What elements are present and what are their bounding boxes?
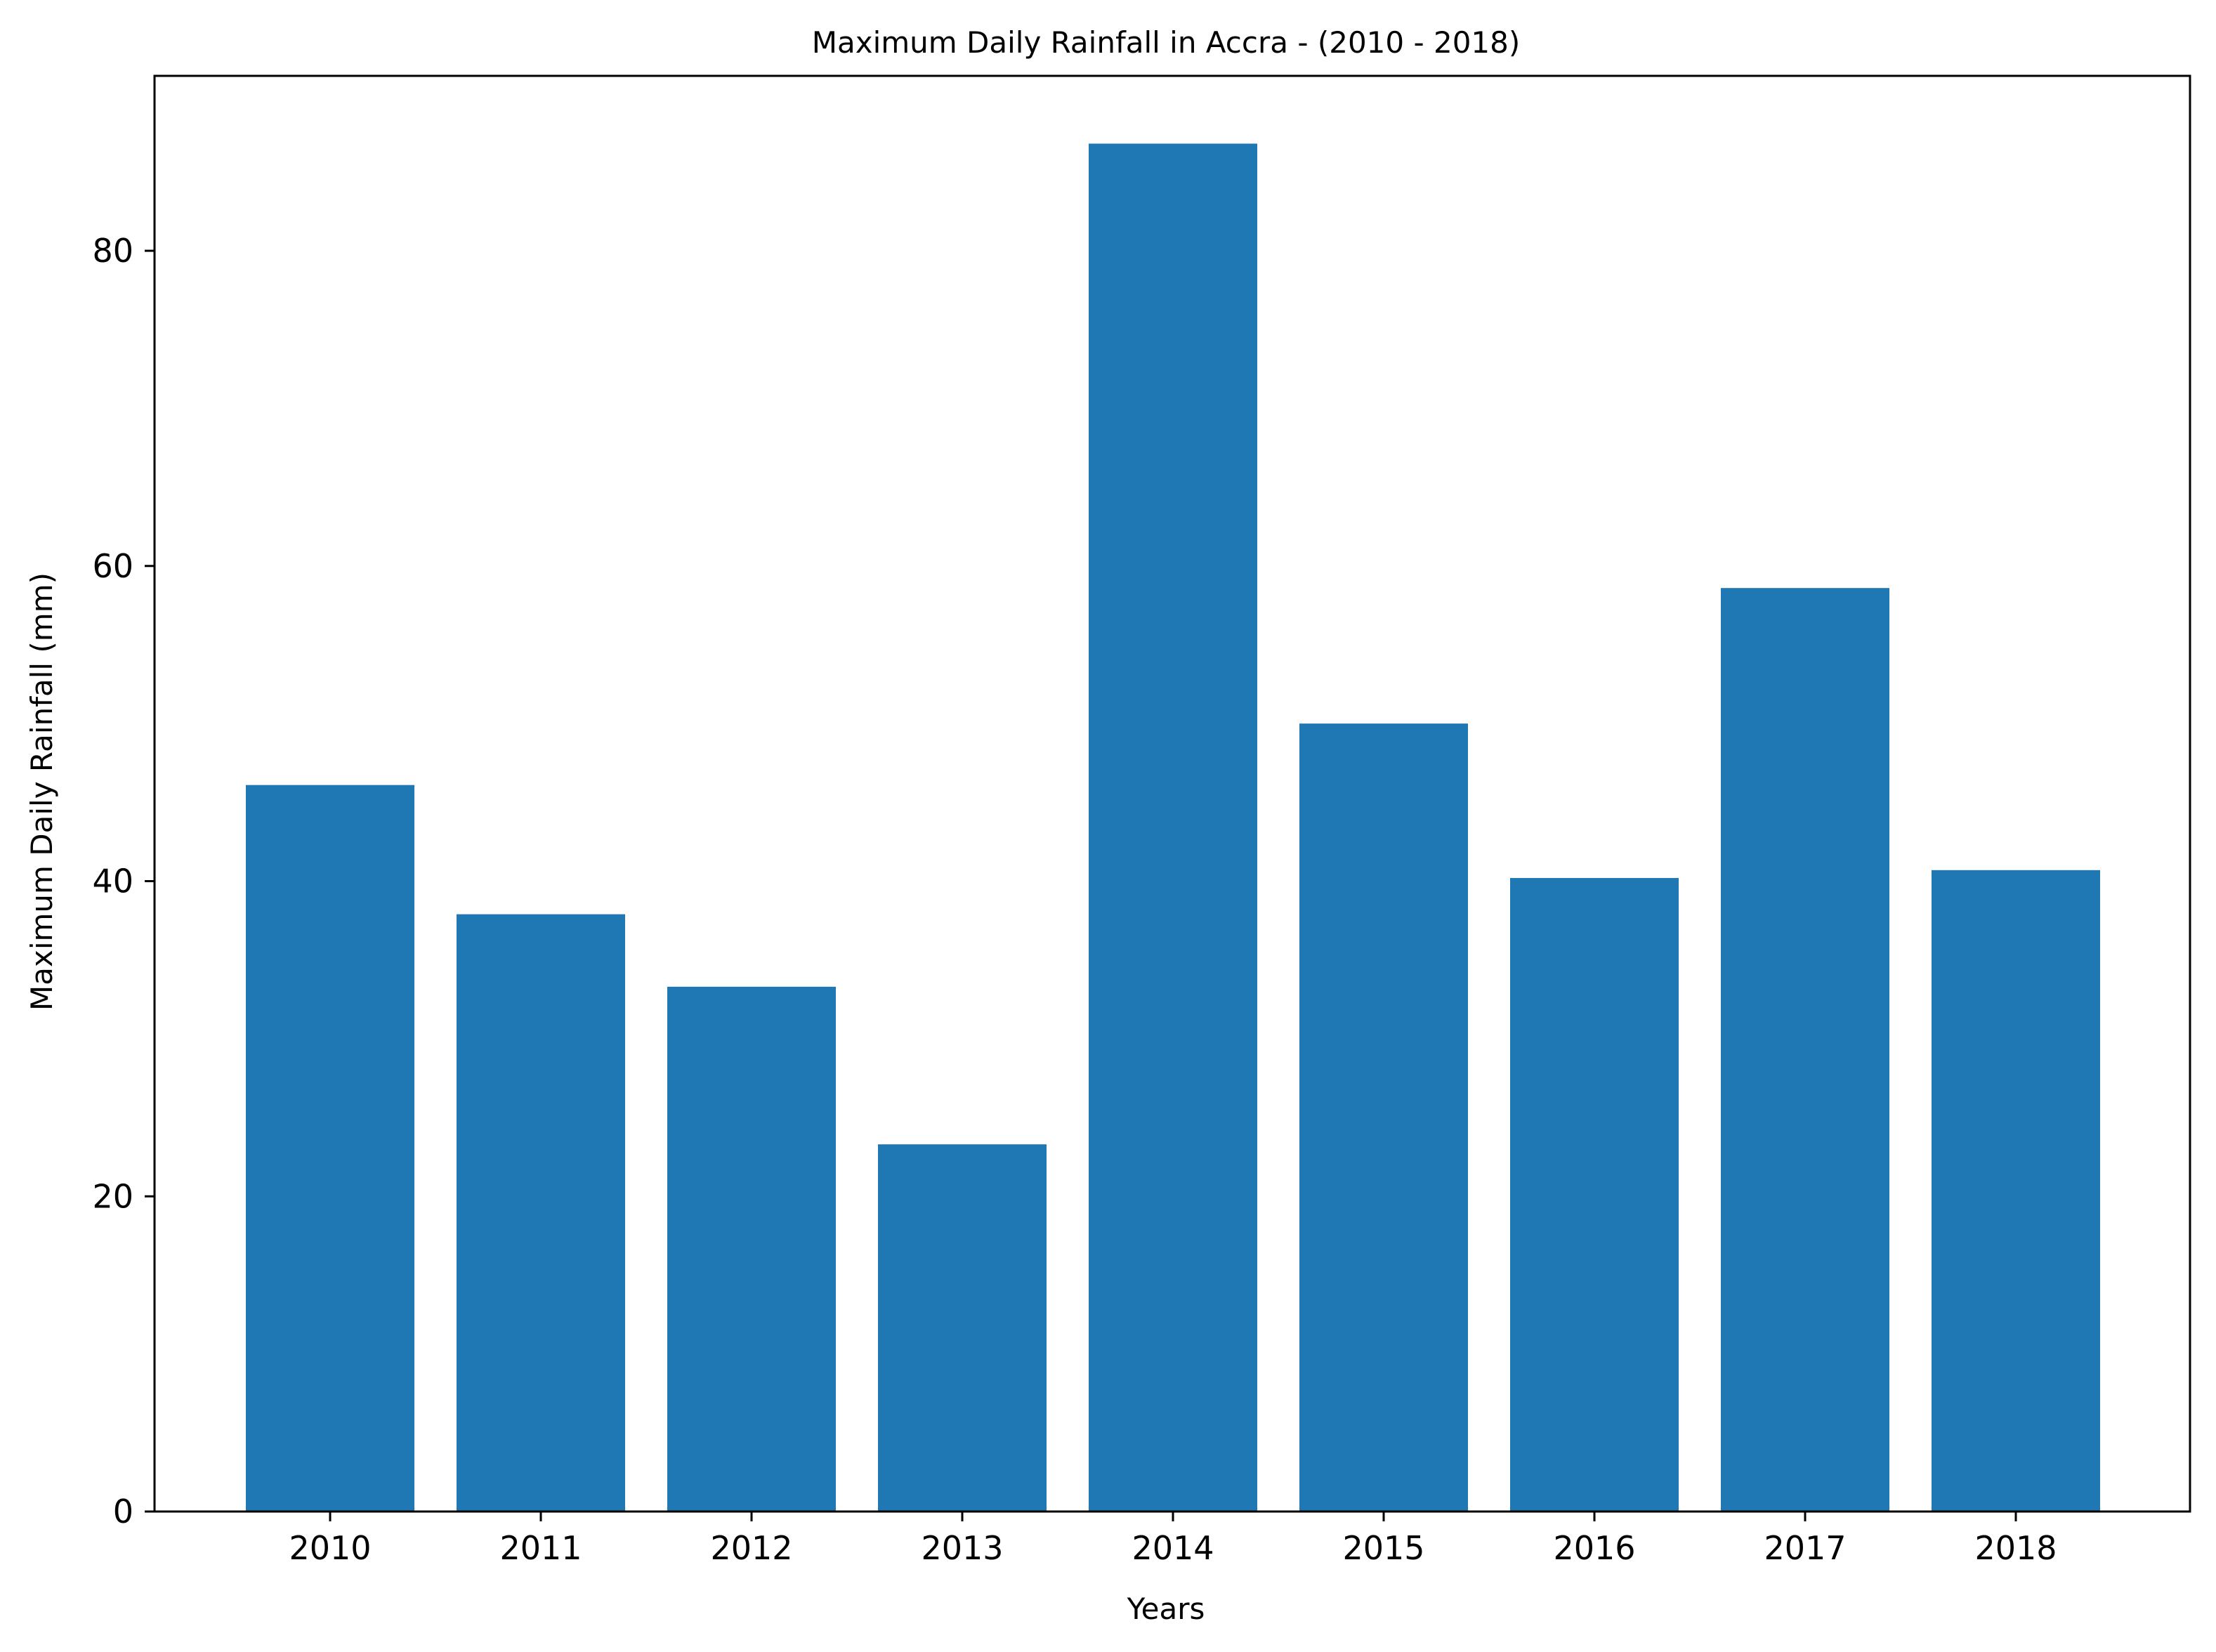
- bar-2012: [667, 986, 836, 1512]
- y-axis-ticks: 0 20 40 60 80: [92, 232, 155, 1530]
- x-tick-label-2015: 2015: [1342, 1529, 1424, 1567]
- y-axis-label: Maximum Daily Rainfall (mm): [25, 572, 59, 1011]
- plot-frame: [153, 74, 2191, 1513]
- bar-2014: [1089, 143, 1257, 1512]
- bar-2010: [246, 785, 414, 1512]
- x-tick-label-2016: 2016: [1553, 1529, 1635, 1567]
- y-tick-label-80: 80: [92, 232, 133, 270]
- x-tick-label-2011: 2011: [499, 1529, 582, 1567]
- x-tick-label-2014: 2014: [1132, 1529, 1214, 1567]
- bar-2016: [1510, 878, 1679, 1512]
- bar-2011: [457, 914, 625, 1512]
- bars-group: [246, 143, 2100, 1512]
- x-tick-label-2017: 2017: [1764, 1529, 1846, 1567]
- chart-title: Maximum Daily Rainfall in Accra - (2010 …: [812, 25, 1521, 60]
- bar-2017: [1721, 588, 1889, 1512]
- bar-2018: [1932, 870, 2100, 1512]
- y-tick-label-60: 60: [92, 547, 133, 585]
- bar-2015: [1299, 723, 1468, 1512]
- x-tick-label-2010: 2010: [289, 1529, 371, 1567]
- y-tick-label-40: 40: [92, 863, 133, 900]
- x-tick-label-2018: 2018: [1974, 1529, 2057, 1567]
- x-tick-label-2013: 2013: [921, 1529, 1003, 1567]
- x-tick-label-2012: 2012: [710, 1529, 792, 1567]
- y-tick-label-20: 20: [92, 1177, 133, 1215]
- x-axis-label: Years: [1127, 1592, 1205, 1626]
- y-tick-label-0: 0: [113, 1493, 133, 1530]
- bar-2013: [878, 1144, 1047, 1512]
- x-axis-ticks: 2010 2011 2012 2013 2014 2015 2016 2017 2018: [289, 1512, 2057, 1567]
